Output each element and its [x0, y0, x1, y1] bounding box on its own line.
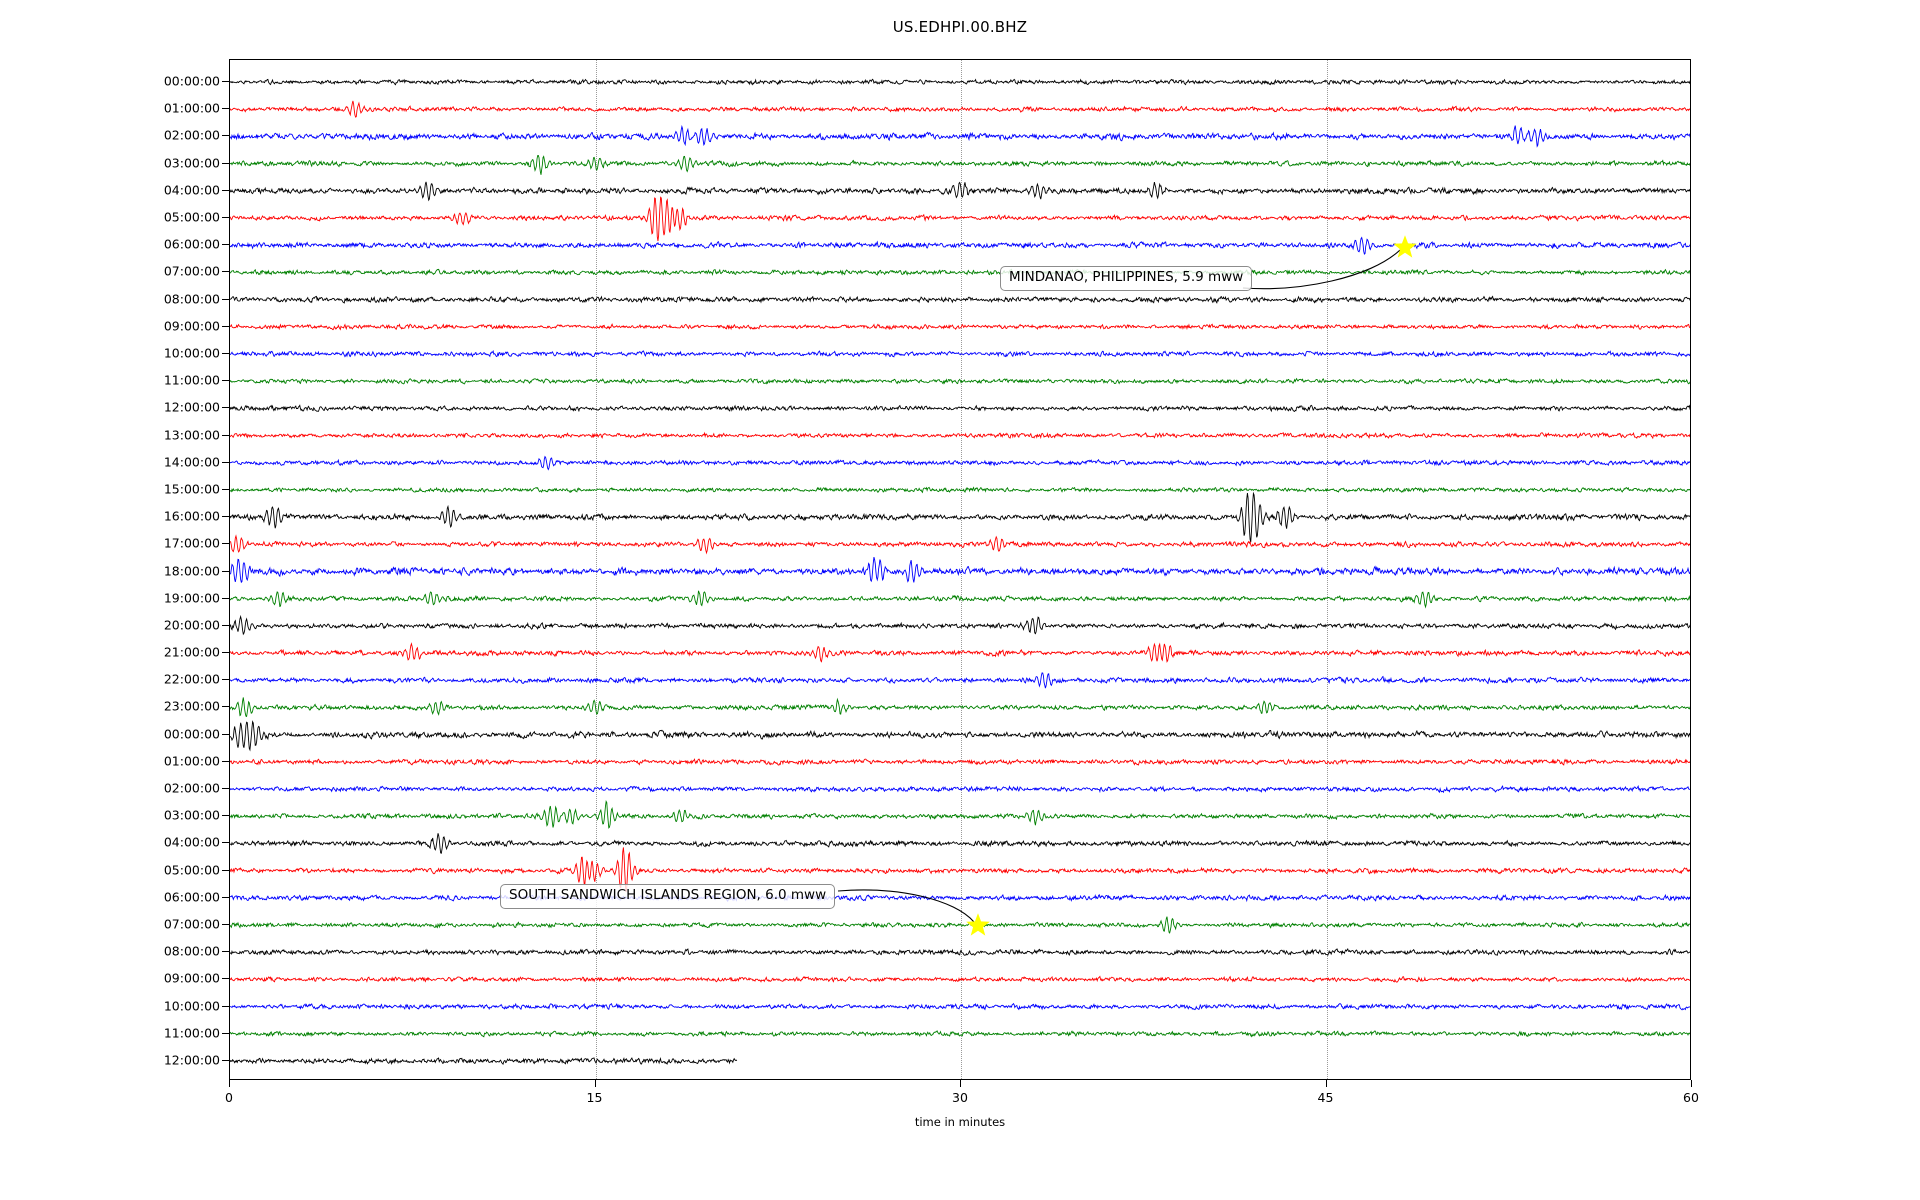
y-tick-mark [222, 815, 230, 817]
y-tick-label: 01:00:00 [163, 100, 220, 116]
y-tick-label: 19:00:00 [163, 590, 220, 606]
y-tick-mark [222, 380, 230, 382]
y-tick-mark [222, 352, 230, 354]
y-tick-mark [222, 407, 230, 409]
event-annotation-label: SOUTH SANDWICH ISLANDS REGION, 6.0 mww [500, 884, 836, 909]
y-tick-label: 12:00:00 [163, 1052, 220, 1068]
y-tick-mark [222, 325, 230, 327]
y-tick-label: 22:00:00 [163, 671, 220, 687]
x-tick-mark [229, 1080, 230, 1087]
y-tick-mark [222, 488, 230, 490]
x-tick-label: 15 [586, 1090, 603, 1105]
y-tick-label: 00:00:00 [163, 73, 220, 89]
star-shape [966, 913, 990, 936]
y-tick-label: 17:00:00 [163, 535, 220, 551]
y-tick-mark [222, 189, 230, 191]
y-tick-label: 06:00:00 [163, 236, 220, 252]
y-tick-mark [222, 543, 230, 545]
y-tick-mark [222, 624, 230, 626]
y-tick-mark [222, 896, 230, 898]
x-tick-label: 0 [225, 1090, 233, 1105]
y-tick-label: 06:00:00 [163, 889, 220, 905]
y-tick-label: 10:00:00 [163, 998, 220, 1014]
x-tick-label: 60 [1683, 1090, 1699, 1105]
y-tick-mark [222, 570, 230, 572]
x-tick-mark [1691, 1080, 1692, 1087]
y-tick-label: 16:00:00 [163, 508, 220, 524]
y-tick-label: 21:00:00 [163, 644, 220, 660]
y-tick-mark [222, 733, 230, 735]
y-tick-mark [222, 842, 230, 844]
y-tick-mark [222, 298, 230, 300]
y-tick-label: 11:00:00 [163, 1025, 220, 1041]
y-tick-label: 07:00:00 [163, 263, 220, 279]
y-tick-mark [222, 162, 230, 164]
y-tick-label: 08:00:00 [163, 943, 220, 959]
y-tick-label: 11:00:00 [163, 372, 220, 388]
grid-line-30 [961, 60, 962, 1079]
y-tick-label: 03:00:00 [163, 155, 220, 171]
y-tick-mark [222, 216, 230, 218]
y-tick-mark [222, 924, 230, 926]
y-tick-mark [222, 135, 230, 137]
y-tick-mark [222, 461, 230, 463]
y-tick-label: 01:00:00 [163, 753, 220, 769]
y-tick-label: 09:00:00 [163, 318, 220, 334]
y-tick-mark [222, 978, 230, 980]
grid-line-15 [595, 60, 597, 1079]
plot-area [229, 59, 1691, 1080]
earthquake-star-icon [1393, 235, 1417, 258]
y-tick-mark [222, 788, 230, 790]
y-tick-label: 03:00:00 [163, 807, 220, 823]
y-tick-label: 02:00:00 [163, 780, 220, 796]
y-tick-label: 23:00:00 [163, 698, 220, 714]
y-tick-mark [222, 1032, 230, 1034]
y-tick-label: 18:00:00 [163, 563, 220, 578]
y-tick-label: 05:00:00 [163, 862, 220, 878]
event-annotation-label: MINDANAO, PHILIPPINES, 5.9 mww [1000, 266, 1253, 291]
star-shape [1393, 235, 1417, 258]
y-tick-mark [222, 244, 230, 246]
x-tick-mark [1325, 1080, 1327, 1087]
y-tick-mark [222, 652, 230, 654]
y-tick-label: 13:00:00 [163, 427, 220, 443]
y-tick-mark [222, 951, 230, 953]
y-tick-mark [222, 108, 230, 110]
y-tick-mark [222, 434, 230, 436]
y-tick-mark [222, 1005, 230, 1007]
y-tick-label: 20:00:00 [163, 617, 220, 633]
y-tick-mark [222, 760, 230, 762]
y-tick-label: 14:00:00 [163, 454, 220, 470]
y-tick-mark [222, 1060, 230, 1061]
x-tick-label: 45 [1317, 1090, 1334, 1105]
y-tick-mark [222, 516, 230, 518]
y-tick-label: 07:00:00 [163, 916, 220, 932]
y-tick-mark [222, 597, 230, 599]
x-tick-mark [960, 1080, 961, 1087]
y-tick-mark [222, 271, 230, 273]
earthquake-star-icon [966, 913, 990, 936]
y-tick-label: 08:00:00 [163, 291, 220, 307]
y-tick-mark [222, 679, 230, 681]
y-tick-label: 04:00:00 [163, 182, 220, 198]
y-tick-label: 00:00:00 [163, 726, 220, 742]
y-tick-label: 02:00:00 [163, 127, 220, 143]
y-tick-label: 10:00:00 [163, 345, 220, 361]
grid-line-45 [1326, 60, 1328, 1079]
page-title: US.EDHPI.00.BHZ [892, 18, 1028, 36]
x-axis-label: time in minutes [914, 1115, 1006, 1129]
y-tick-label: 12:00:00 [163, 399, 220, 415]
y-tick-label: 04:00:00 [163, 834, 220, 850]
y-tick-label: 15:00:00 [163, 481, 220, 497]
y-tick-mark [222, 869, 230, 871]
y-tick-label: 05:00:00 [163, 209, 220, 225]
x-tick-label: 30 [952, 1090, 968, 1105]
y-tick-mark [222, 706, 230, 708]
x-tick-mark [594, 1080, 596, 1087]
y-tick-mark [222, 81, 230, 82]
y-tick-label: 09:00:00 [163, 970, 220, 986]
trace-row [230, 1058, 737, 1064]
